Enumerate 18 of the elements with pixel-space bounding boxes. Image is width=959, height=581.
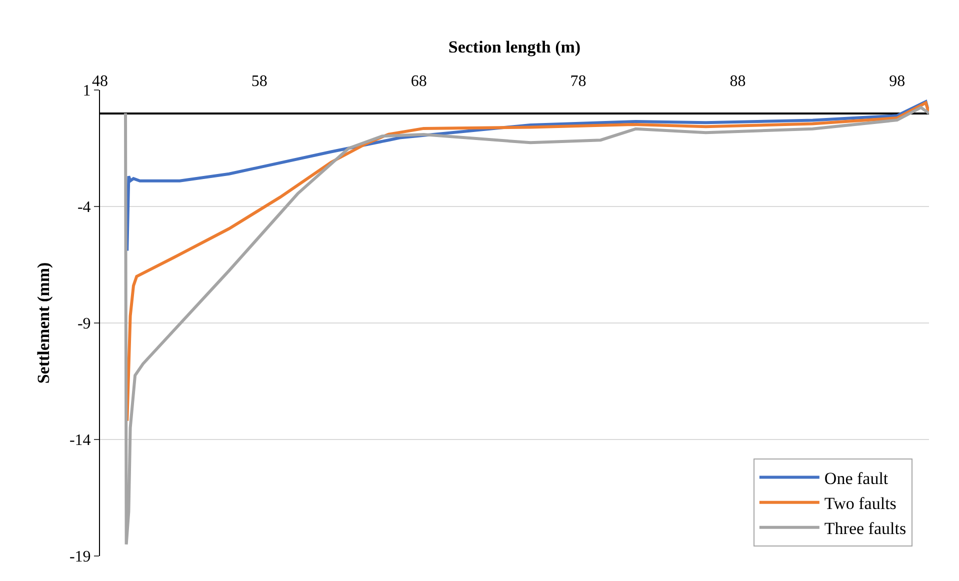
line-series <box>124 106 929 546</box>
y-tick-label: -14 <box>69 432 91 450</box>
x-tick-label: 98 <box>889 72 906 90</box>
y-tick-label: -4 <box>77 199 91 216</box>
x-tick-label: 48 <box>92 72 108 90</box>
legend-label: Two faults <box>824 494 896 513</box>
y-tick-label: -9 <box>77 316 91 333</box>
y-tick-label: 1 <box>82 82 91 100</box>
x-tick-label: 58 <box>251 72 268 90</box>
line-series <box>126 101 929 422</box>
y-tick-label: -19 <box>69 548 91 566</box>
y-axis-title: Settlement (mm) <box>34 262 54 384</box>
x-tick-label: 68 <box>410 72 427 90</box>
x-tick-label: 78 <box>570 72 586 90</box>
legend-label: One fault <box>824 468 888 488</box>
legend-label: Three faults <box>824 519 906 538</box>
x-axis-title: Section length (m) <box>448 37 581 56</box>
x-tick-label: 88 <box>730 72 746 90</box>
